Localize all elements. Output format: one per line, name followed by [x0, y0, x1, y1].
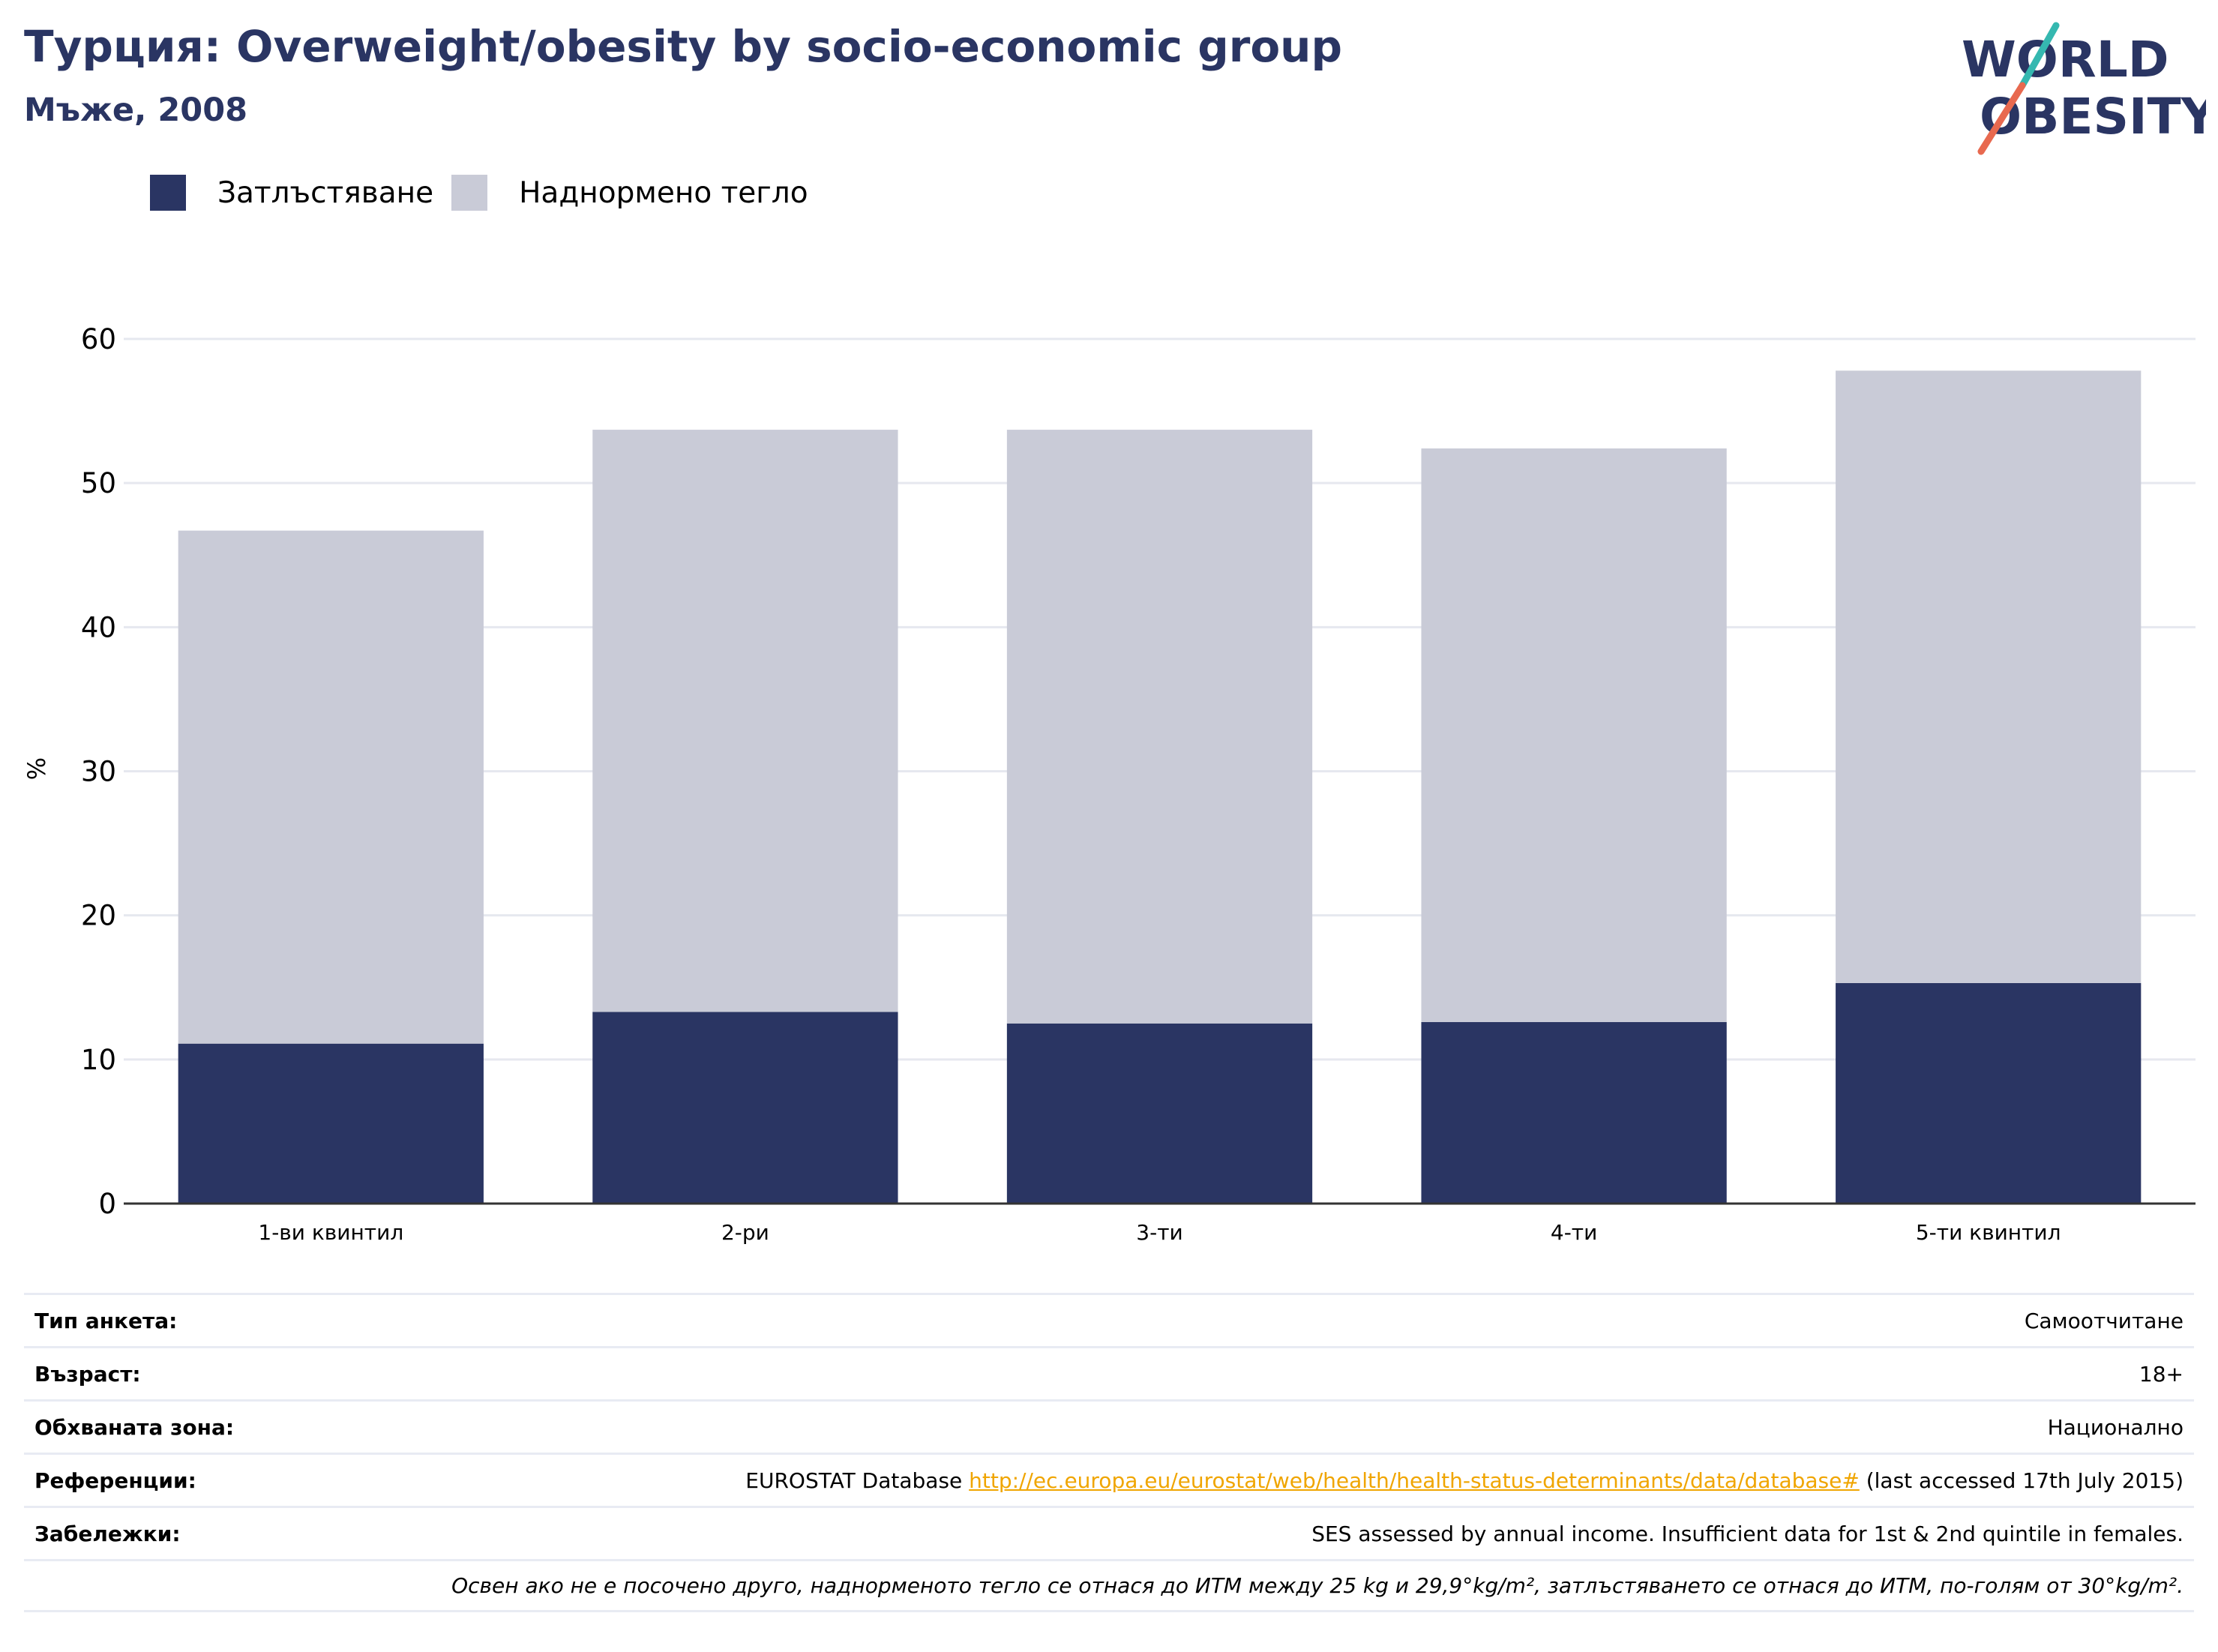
bar-overweight [178, 530, 484, 1044]
bar-obesity [1006, 1023, 1313, 1204]
x-tick-label: 1-ви квинтил [258, 1220, 403, 1245]
meta-row-survey-type: Тип анкета: Самоотчитане [24, 1293, 2194, 1346]
y-tick-label: 20 [81, 900, 116, 932]
logo-line-1: WORLD [1962, 31, 2169, 88]
bar-stacks [178, 370, 2142, 1204]
legend-swatch-obesity [150, 175, 186, 211]
references-link[interactable]: http://ec.europa.eu/eurostat/web/health/… [969, 1468, 1860, 1493]
bar-obesity [1421, 1021, 1727, 1204]
references-accessed: (last accessed 17th July 2015) [1866, 1468, 2184, 1493]
x-tick-label: 2-ри [721, 1220, 769, 1245]
logo-slash-coral [1977, 82, 2026, 155]
references-source: EUROSTAT Database [745, 1468, 963, 1493]
bar-obesity [178, 1043, 484, 1204]
meta-value-age: 18+ [2139, 1361, 2184, 1387]
metadata-table: Тип анкета: Самоотчитане Възраст: 18+ Об… [24, 1293, 2194, 1612]
bar-obesity [592, 1012, 898, 1204]
meta-value-notes: SES assessed by annual income. Insuffici… [1311, 1521, 2184, 1546]
meta-row-area: Обхваната зона: Национално [24, 1399, 2194, 1453]
meta-row-notes: Забележки: SES assessed by annual income… [24, 1506, 2194, 1559]
x-tick-label: 3-ти [1136, 1220, 1182, 1245]
meta-label-references: Референции: [34, 1468, 196, 1493]
y-tick-label: 40 [81, 611, 116, 643]
bar-chart: 0 10 20 30 40 50 60 1-ви квинтил 2-ри 3-ти 4-ти 5-… [22, 323, 2196, 1245]
bar-overweight [1836, 370, 2142, 983]
meta-row-references: Референции: EUROSTAT Database http://ec.… [24, 1453, 2194, 1506]
legend-swatch-overweight [451, 175, 488, 211]
y-tick-label: 30 [81, 756, 116, 788]
bar-overweight [1421, 448, 1727, 1022]
x-tick-label: 4-ти [1551, 1220, 1597, 1245]
bar-overweight [1006, 430, 1313, 1024]
legend-label-overweight: Наднормено тегло [519, 175, 808, 210]
world-obesity-logo: WORLD OBESITY [1962, 22, 2206, 155]
legend-label-obesity: Затлъстяване [217, 175, 434, 210]
chart-legend: Затлъстяване Наднормено тегло [150, 174, 826, 211]
meta-value-survey-type: Самоотчитане [2024, 1308, 2184, 1333]
bar-overweight [592, 430, 898, 1012]
legend-item-overweight: Наднормено тегло [451, 175, 808, 211]
y-tick-label: 0 [98, 1188, 116, 1220]
meta-row-age: Възраст: 18+ [24, 1346, 2194, 1399]
chart-title: Турция: Overweight/obesity by socio-econ… [24, 21, 1342, 72]
meta-label-age: Възраст: [34, 1361, 141, 1387]
bar-obesity [1836, 982, 2142, 1204]
meta-label-survey-type: Тип анкета: [34, 1308, 178, 1333]
meta-value-references: EUROSTAT Database http://ec.europa.eu/eu… [745, 1468, 2184, 1493]
chart-subtitle: Мъже, 2008 [24, 91, 248, 129]
logo-slash-teal [2019, 22, 2060, 89]
y-axis-label: % [22, 757, 51, 780]
x-axis-ticks: 1-ви квинтил 2-ри 3-ти 4-ти 5-ти квинтил [124, 1202, 2196, 1245]
legend-item-obesity: Затлъстяване [150, 175, 433, 211]
meta-row-footnote: Освен ако не е посочено друго, наднормен… [24, 1559, 2194, 1612]
y-tick-label: 50 [81, 467, 116, 499]
meta-value-area: Национално [2047, 1414, 2184, 1440]
y-axis-ticks: 0 10 20 30 40 50 60 [81, 323, 116, 1220]
x-tick-label: 5-ти квинтил [1916, 1220, 2061, 1245]
footnote-text: Освен ако не е посочено друго, наднормен… [451, 1573, 2184, 1598]
y-tick-label: 10 [81, 1044, 116, 1076]
meta-label-notes: Забележки: [34, 1521, 181, 1546]
meta-label-area: Обхваната зона: [34, 1414, 235, 1440]
y-tick-label: 60 [81, 323, 116, 355]
